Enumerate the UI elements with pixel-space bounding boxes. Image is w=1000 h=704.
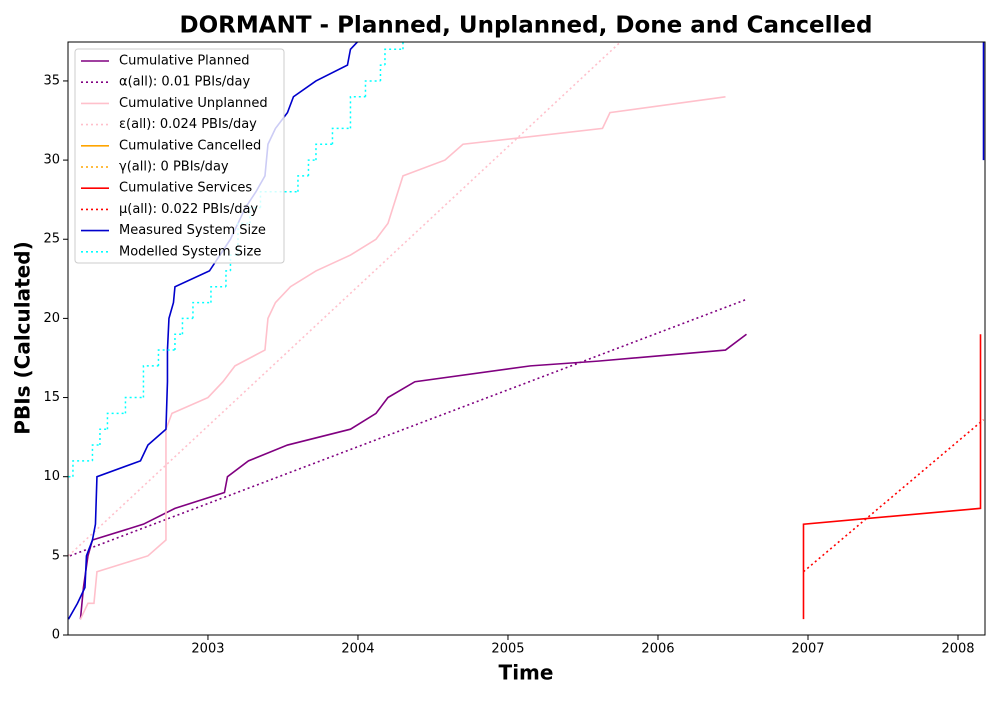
step-segment [181,317,193,335]
step-segment [307,159,316,176]
series-line [79,333,747,620]
legend-label: γ(all): 0 PBIs/day [119,160,229,175]
x-axis-label: Time [499,661,554,685]
legend-label: Cumulative Services [119,181,252,196]
y-tick-label: 0 [52,628,60,643]
series-line [79,95,726,620]
series-line [802,334,982,620]
y-tick-label: 30 [43,153,60,168]
legend-label: α(all): 0.01 PBIs/day [119,75,250,90]
step-segment [99,428,108,446]
step-segment [72,460,93,477]
series-line [802,419,985,573]
step-segment [124,396,144,414]
legend-label: Measured System Size [119,223,266,238]
step-segment [210,285,226,303]
chart-title: DORMANT - Planned, Unplanned, Done and C… [180,13,873,39]
axes-frame [67,41,986,636]
plot-area [68,42,985,620]
step-segment [157,349,175,366]
step-segment [225,270,231,287]
series-line [68,42,985,620]
x-tick-label: 2004 [341,642,374,657]
step-segment [174,333,183,351]
step-segment [142,365,159,398]
step-segment [349,96,366,129]
y-tick-label: 35 [43,73,60,88]
y-tick-label: 20 [43,311,60,326]
step-segment [91,444,100,461]
y-tick-label: 5 [52,548,60,563]
x-tick-label: 2008 [941,642,974,657]
y-tick-label: 25 [43,232,60,247]
legend-label: ε(all): 0.024 PBIs/day [119,117,257,132]
x-tick-label: 2007 [791,642,824,657]
step-segment [106,412,126,430]
legend-box [74,48,285,264]
legend-label: Cumulative Unplanned [119,96,268,111]
step-segment [331,127,351,145]
step-segment [384,48,403,66]
x-tick-label: 2006 [641,642,674,657]
legend-label: Cumulative Planned [119,54,249,69]
step-segment [379,64,385,81]
step-segment [192,301,211,319]
step-segment [364,80,381,97]
legend-label: Cumulative Cancelled [119,138,261,153]
legend-label: Modelled System Size [119,244,261,259]
y-tick-label: 15 [43,390,60,405]
step-segment [297,175,309,192]
y-tick-label: 10 [43,469,60,484]
x-tick-label: 2003 [191,642,224,657]
legend-label: μ(all): 0.022 PBIs/day [119,202,258,217]
series-line [68,42,622,557]
y-axis-label: PBIs (Calculated) [11,241,35,434]
step-segment [315,143,333,161]
x-tick-label: 2005 [491,642,524,657]
series-line [69,298,747,557]
